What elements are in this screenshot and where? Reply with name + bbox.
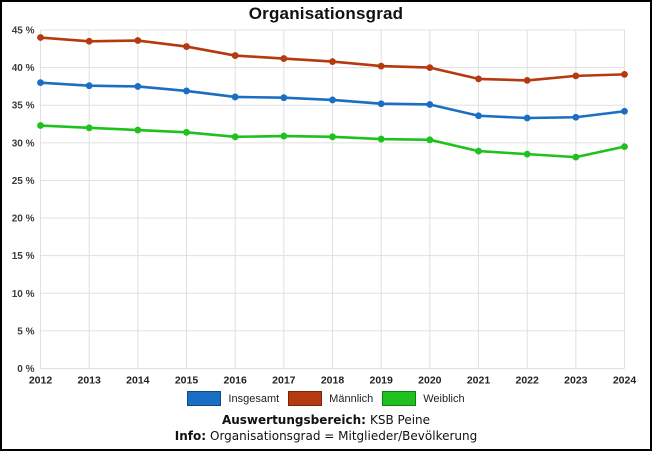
data-point-weiblich (329, 133, 336, 141)
y-axis-tick-label: 30 % (12, 138, 35, 149)
data-point-insgesamt (475, 112, 482, 120)
x-axis-tick-label: 2015 (175, 375, 199, 387)
footer-value: KSB Peine (369, 413, 431, 427)
y-axis-tick-label: 25 % (12, 176, 35, 187)
legend-label: Männlich (329, 392, 374, 405)
y-axis-tick-label: 15 % (12, 251, 35, 262)
data-point-weiblich (134, 126, 142, 134)
y-axis-tick-label: 5 % (17, 326, 34, 337)
legend-swatch-insgesamt (187, 391, 222, 406)
x-axis-tick-label: 2022 (515, 375, 539, 387)
data-point-weiblich (475, 147, 482, 155)
data-point-männlich (329, 58, 336, 65)
legend-swatch-weiblich (382, 391, 417, 406)
x-axis-tick-label: 2014 (126, 375, 150, 387)
data-point-männlich (183, 43, 190, 50)
data-point-männlich (426, 64, 434, 72)
y-axis-tick-label: 20 % (12, 214, 35, 225)
data-point-weiblich (183, 128, 190, 136)
data-point-insgesamt (183, 87, 190, 95)
data-point-weiblich (231, 133, 239, 141)
chart-legend: Insgesamt Männlich Weiblich (2, 391, 650, 406)
legend-swatch-maennlich (288, 391, 323, 406)
x-axis-tick-label: 2018 (321, 375, 345, 387)
y-axis-tick-label: 35 % (12, 101, 35, 112)
y-axis-tick-label: 0 % (17, 364, 34, 375)
data-point-weiblich (523, 150, 531, 158)
data-point-weiblich (85, 124, 93, 132)
data-point-insgesamt (231, 93, 239, 101)
legend-item-weiblich: Weiblich (382, 391, 465, 406)
data-point-insgesamt (37, 79, 44, 87)
footer-label: Info: (174, 429, 207, 443)
legend-label: Insgesamt (228, 392, 280, 405)
data-point-weiblich (621, 143, 628, 150)
data-point-männlich (377, 62, 385, 70)
footer-info: Info: Organisationsgrad = Mitglieder/Bevö… (2, 429, 650, 443)
legend-label: Weiblich (423, 392, 465, 405)
data-point-männlich (231, 52, 239, 59)
data-point-männlich (134, 37, 142, 44)
data-point-männlich (523, 76, 531, 84)
data-point-männlich (85, 37, 93, 45)
footer-auswertungsbereich: Auswertungsbereich: KSB Peine (2, 413, 650, 427)
data-point-insgesamt (134, 83, 142, 90)
data-point-männlich (280, 55, 288, 62)
x-axis-tick-label: 2024 (613, 375, 637, 387)
x-axis-tick-label: 2021 (467, 375, 491, 387)
data-point-männlich (621, 70, 628, 78)
legend-item-maennlich: Männlich (288, 391, 373, 406)
data-point-insgesamt (621, 107, 628, 115)
data-point-weiblich (426, 136, 434, 144)
x-axis-tick-label: 2016 (223, 375, 247, 387)
data-point-männlich (475, 75, 482, 83)
data-point-insgesamt (523, 114, 531, 122)
legend-item-insgesamt: Insgesamt (187, 391, 279, 406)
data-point-männlich (572, 72, 580, 80)
footer-label: Auswertungsbereich: (221, 413, 366, 427)
data-point-weiblich (37, 122, 44, 129)
data-point-insgesamt (572, 113, 580, 121)
x-axis-tick-label: 2017 (272, 375, 296, 387)
data-point-männlich (37, 34, 44, 41)
chart-title: Organisationsgrad (248, 4, 404, 23)
footer-value: Organisationsgrad = Mitglieder/Bevölkeru… (210, 429, 478, 443)
data-point-insgesamt (377, 100, 385, 108)
data-point-insgesamt (280, 94, 288, 102)
data-point-weiblich (280, 132, 288, 140)
y-axis-tick-label: 40 % (12, 63, 35, 74)
data-point-insgesamt (85, 82, 93, 90)
chart-svg: 0 % 5 % 10 % 15 % 20 % 25 % 30 % 35 % 40 % 45 % 20… (12, 26, 637, 387)
data-point-insgesamt (426, 101, 434, 108)
data-point-weiblich (377, 135, 385, 143)
x-axis-tick-label: 2023 (564, 375, 588, 387)
y-axis-tick-label: 45 % (12, 26, 35, 37)
x-axis-tick-label: 2013 (77, 375, 101, 387)
data-point-weiblich (572, 153, 580, 161)
x-axis-tick-label: 2019 (369, 375, 393, 387)
x-axis-tick-label: 2020 (418, 375, 442, 387)
x-axis-tick-label: 2012 (29, 375, 53, 387)
y-axis-tick-label: 10 % (12, 289, 35, 300)
data-point-insgesamt (329, 96, 336, 104)
